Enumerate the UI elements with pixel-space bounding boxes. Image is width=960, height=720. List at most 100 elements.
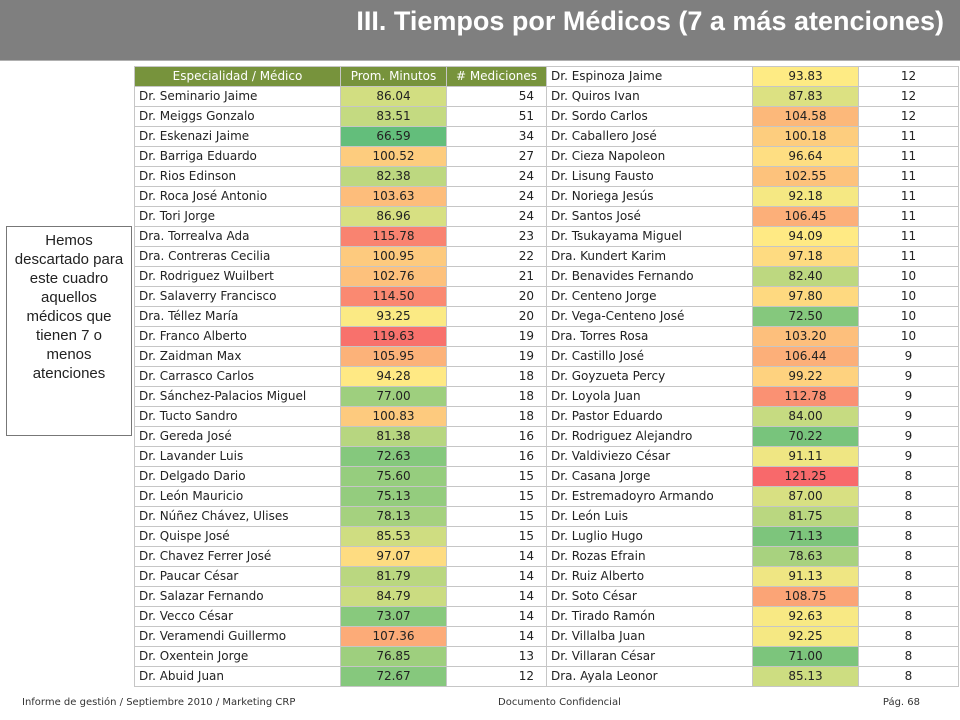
avg-minutes: 92.25 (752, 626, 859, 647)
doctor-name: Dr. Centeno Jorge (546, 286, 753, 307)
table-row: Dr. Tucto Sandro 100.83 18 (134, 406, 547, 427)
table-row: Dr. Abuid Juan 72.67 12 (134, 666, 547, 687)
table-row: Dr. Centeno Jorge 97.80 10 (546, 286, 959, 307)
doctor-name: Dr. Tsukayama Miguel (546, 226, 753, 247)
avg-minutes: 85.53 (340, 526, 447, 547)
measurement-count: 8 (858, 586, 959, 607)
avg-minutes: 97.80 (752, 286, 859, 307)
table-row: Dr. Vecco César 73.07 14 (134, 606, 547, 627)
measurement-count: 9 (858, 386, 959, 407)
table-body-right: Dr. Espinoza Jaime 93.83 12 Dr. Quiros Ivan… (546, 66, 959, 687)
header-avg-minutes: Prom. Minutos (340, 66, 447, 87)
avg-minutes: 92.63 (752, 606, 859, 627)
avg-minutes: 105.95 (340, 346, 447, 367)
doctor-name: Dr. Goyzueta Percy (546, 366, 753, 387)
table-row: Dra. Téllez María 93.25 20 (134, 306, 547, 327)
measurement-count: 10 (858, 286, 959, 307)
avg-minutes: 97.07 (340, 546, 447, 567)
measurement-count: 14 (446, 546, 547, 567)
table-row: Dr. Caballero José 100.18 11 (546, 126, 959, 147)
avg-minutes: 81.75 (752, 506, 859, 527)
doctor-name: Dr. Rodriguez Alejandro (546, 426, 753, 447)
avg-minutes: 73.07 (340, 606, 447, 627)
measurement-count: 8 (858, 646, 959, 667)
avg-minutes: 78.63 (752, 546, 859, 567)
table-row: Dra. Contreras Cecilia 100.95 22 (134, 246, 547, 267)
measurement-count: 8 (858, 466, 959, 487)
note-box: Hemos descartado para este cuadro aquell… (6, 226, 132, 436)
avg-minutes: 87.83 (752, 86, 859, 107)
table-row: Dr. Seminario Jaime 86.04 54 (134, 86, 547, 107)
measurement-count: 8 (858, 526, 959, 547)
doctor-name: Dr. Núñez Chávez, Ulises (134, 506, 341, 527)
measurement-count: 11 (858, 186, 959, 207)
avg-minutes: 108.75 (752, 586, 859, 607)
avg-minutes: 72.50 (752, 306, 859, 327)
doctor-name: Dr. Salaverry Francisco (134, 286, 341, 307)
table-row: Dr. Loyola Juan 112.78 9 (546, 386, 959, 407)
table-row: Dr. Quiros Ivan 87.83 12 (546, 86, 959, 107)
doctor-name: Dr. Casana Jorge (546, 466, 753, 487)
avg-minutes: 115.78 (340, 226, 447, 247)
measurement-count: 10 (858, 326, 959, 347)
measurement-count: 14 (446, 566, 547, 587)
table-row: Dr. Lavander Luis 72.63 16 (134, 446, 547, 467)
measurement-count: 8 (858, 666, 959, 687)
measurement-count: 9 (858, 366, 959, 387)
doctor-name: Dr. Cieza Napoleon (546, 146, 753, 167)
avg-minutes: 100.83 (340, 406, 447, 427)
doctor-name: Dr. Pastor Eduardo (546, 406, 753, 427)
table-row: Dr. Estremadoyro Armando 87.00 8 (546, 486, 959, 507)
doctor-name: Dr. Tucto Sandro (134, 406, 341, 427)
doctor-name: Dr. Gereda José (134, 426, 341, 447)
footer-page-number: Pág. 68 (882, 697, 920, 708)
doctor-name: Dr. Loyola Juan (546, 386, 753, 407)
page-title: III. Tiempos por Médicos (7 a más atenci… (356, 6, 944, 36)
doctor-name: Dr. Estremadoyro Armando (546, 486, 753, 507)
measurement-count: 19 (446, 346, 547, 367)
measurement-count: 51 (446, 106, 547, 127)
table-row: Dr. Casana Jorge 121.25 8 (546, 466, 959, 487)
avg-minutes: 82.40 (752, 266, 859, 287)
doctor-name: Dra. Kundert Karim (546, 246, 753, 267)
doctor-name: Dr. Tirado Ramón (546, 606, 753, 627)
footer-report: Informe de gestión / Septiembre 2010 / M… (22, 697, 296, 708)
table-header-row: Especialidad / Médico Prom. Minutos # Me… (134, 66, 547, 87)
measurement-count: 24 (446, 186, 547, 207)
measurement-count: 12 (858, 66, 959, 87)
table-row: Dr. Meiggs Gonzalo 83.51 51 (134, 106, 547, 127)
doctor-name: Dr. Valdiviezo César (546, 446, 753, 467)
avg-minutes: 96.64 (752, 146, 859, 167)
avg-minutes: 99.22 (752, 366, 859, 387)
avg-minutes: 71.13 (752, 526, 859, 547)
doctor-name: Dr. Franco Alberto (134, 326, 341, 347)
measurement-count: 11 (858, 146, 959, 167)
avg-minutes: 107.36 (340, 626, 447, 647)
doctor-name: Dr. Sánchez-Palacios Miguel (134, 386, 341, 407)
measurement-count: 14 (446, 626, 547, 647)
avg-minutes: 75.13 (340, 486, 447, 507)
avg-minutes: 102.76 (340, 266, 447, 287)
table-row: Dr. Noriega Jesús 92.18 11 (546, 186, 959, 207)
doctor-name: Dr. Tori Jorge (134, 206, 341, 227)
table-row: Dr. Lisung Fausto 102.55 11 (546, 166, 959, 187)
avg-minutes: 121.25 (752, 466, 859, 487)
table-row: Dra. Kundert Karim 97.18 11 (546, 246, 959, 267)
doctor-name: Dr. Seminario Jaime (134, 86, 341, 107)
measurement-count: 11 (858, 206, 959, 227)
doctor-name: Dra. Torres Rosa (546, 326, 753, 347)
doctor-name: Dr. Rios Edinson (134, 166, 341, 187)
table-row: Dr. Valdiviezo César 91.11 9 (546, 446, 959, 467)
doctor-name: Dr. Soto César (546, 586, 753, 607)
avg-minutes: 77.00 (340, 386, 447, 407)
table-row: Dr. Cieza Napoleon 96.64 11 (546, 146, 959, 167)
table-row: Dr. Franco Alberto 119.63 19 (134, 326, 547, 347)
doctor-name: Dr. Meiggs Gonzalo (134, 106, 341, 127)
measurement-count: 34 (446, 126, 547, 147)
doctor-name: Dr. Quispe José (134, 526, 341, 547)
doctor-name: Dr. Veramendi Guillermo (134, 626, 341, 647)
table-row: Dr. Salaverry Francisco 114.50 20 (134, 286, 547, 307)
doctor-name: Dr. Lavander Luis (134, 446, 341, 467)
avg-minutes: 94.09 (752, 226, 859, 247)
table-row: Dr. Rozas Efrain 78.63 8 (546, 546, 959, 567)
